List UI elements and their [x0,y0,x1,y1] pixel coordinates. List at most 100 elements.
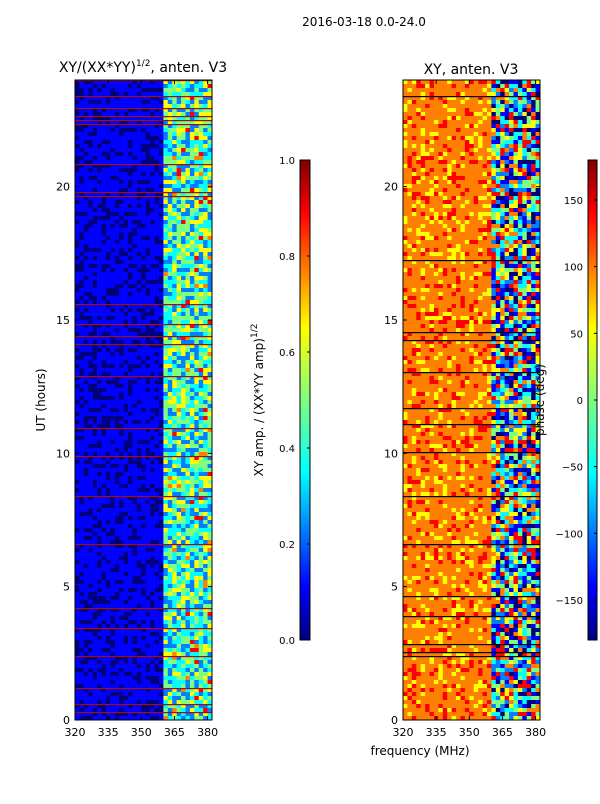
heatmap-cell [88,152,93,156]
heatmap-cell [97,228,102,232]
heatmap-cell [106,540,111,544]
heatmap-cell [115,420,120,424]
heatmap-cell [163,600,168,604]
heatmap-cell [115,636,120,640]
heatmap-cell [146,676,151,680]
heatmap-cell [128,564,133,568]
heatmap-cell [181,600,186,604]
heatmap-cell [124,128,129,132]
heatmap-cell [168,528,173,532]
heatmap-cell [128,416,133,420]
heatmap-cell [93,92,98,96]
heatmap-cell [181,288,186,292]
heatmap-cell [181,552,186,556]
heatmap-cell [79,596,84,600]
heatmap-cell [181,576,186,580]
heatmap-cell [106,292,111,296]
heatmap-cell [110,516,115,520]
heatmap-cell [132,484,137,488]
heatmap-cell [128,136,133,140]
heatmap-cell [93,412,98,416]
heatmap-cell [97,536,102,540]
heatmap-cell [124,492,129,496]
heatmap-cell [181,584,186,588]
heatmap-cell [168,88,173,92]
heatmap-cell [190,176,195,180]
heatmap-cell [137,636,142,640]
heatmap-cell [128,220,133,224]
heatmap-cell [168,144,173,148]
heatmap-cell [124,356,129,360]
heatmap-cell [84,696,89,700]
heatmap-cell [194,676,199,680]
heatmap-cell [190,440,195,444]
heatmap-cell [194,244,199,248]
heatmap-cell [146,692,151,696]
heatmap-cell [128,552,133,556]
heatmap-cell [163,508,168,512]
heatmap-cell [199,432,204,436]
heatmap-cell [146,172,151,176]
heatmap-cell [146,180,151,184]
heatmap-cell [115,572,120,576]
heatmap-cell [124,136,129,140]
heatmap-cell [88,500,93,504]
heatmap-cell [203,432,208,436]
heatmap-cell [163,512,168,516]
heatmap-cell [124,384,129,388]
heatmap-cell [159,444,164,448]
heatmap-cell [115,204,120,208]
heatmap-cell [115,576,120,580]
heatmap-cell [137,504,142,508]
heatmap-cell [185,208,190,212]
heatmap-cell [75,524,80,528]
heatmap-cell [79,528,84,532]
heatmap-cell [150,384,155,388]
heatmap-cell [141,660,146,664]
heatmap-cell [119,104,124,108]
heatmap-cell [137,420,142,424]
heatmap-cell [110,600,115,604]
heatmap-cell [172,404,177,408]
heatmap-cell [172,460,177,464]
heatmap-cell [79,696,84,700]
heatmap-cell [155,364,160,368]
heatmap-cell [155,596,160,600]
heatmap-cell [185,388,190,392]
heatmap-cell [137,640,142,644]
heatmap-cell [185,312,190,316]
heatmap-cell [137,432,142,436]
heatmap-cell [79,276,84,280]
heatmap-cell [115,84,120,88]
heatmap-cell [75,352,80,356]
heatmap-cell [106,320,111,324]
heatmap-cell [141,668,146,672]
heatmap-cell [79,300,84,304]
heatmap-cell [124,684,129,688]
heatmap-cell [172,500,177,504]
heatmap-cell [199,276,204,280]
heatmap-cell [159,540,164,544]
heatmap-cell [181,412,186,416]
heatmap-cell [119,652,124,656]
heatmap-cell [181,200,186,204]
heatmap-cell [190,280,195,284]
heatmap-cell [155,648,160,652]
heatmap-cell [102,684,107,688]
heatmap-cell [115,228,120,232]
heatmap-cell [185,708,190,712]
heatmap-cell [203,472,208,476]
heatmap-cell [146,652,151,656]
heatmap-cell [93,604,98,608]
heatmap-cell [190,272,195,276]
heatmap-cell [84,572,89,576]
heatmap-cell [124,316,129,320]
heatmap-cell [75,280,80,284]
heatmap-cell [137,444,142,448]
heatmap-cell [88,424,93,428]
heatmap-cell [115,248,120,252]
heatmap-cell [93,180,98,184]
heatmap-cell [190,84,195,88]
heatmap-cell [128,328,133,332]
heatmap-cell [181,240,186,244]
